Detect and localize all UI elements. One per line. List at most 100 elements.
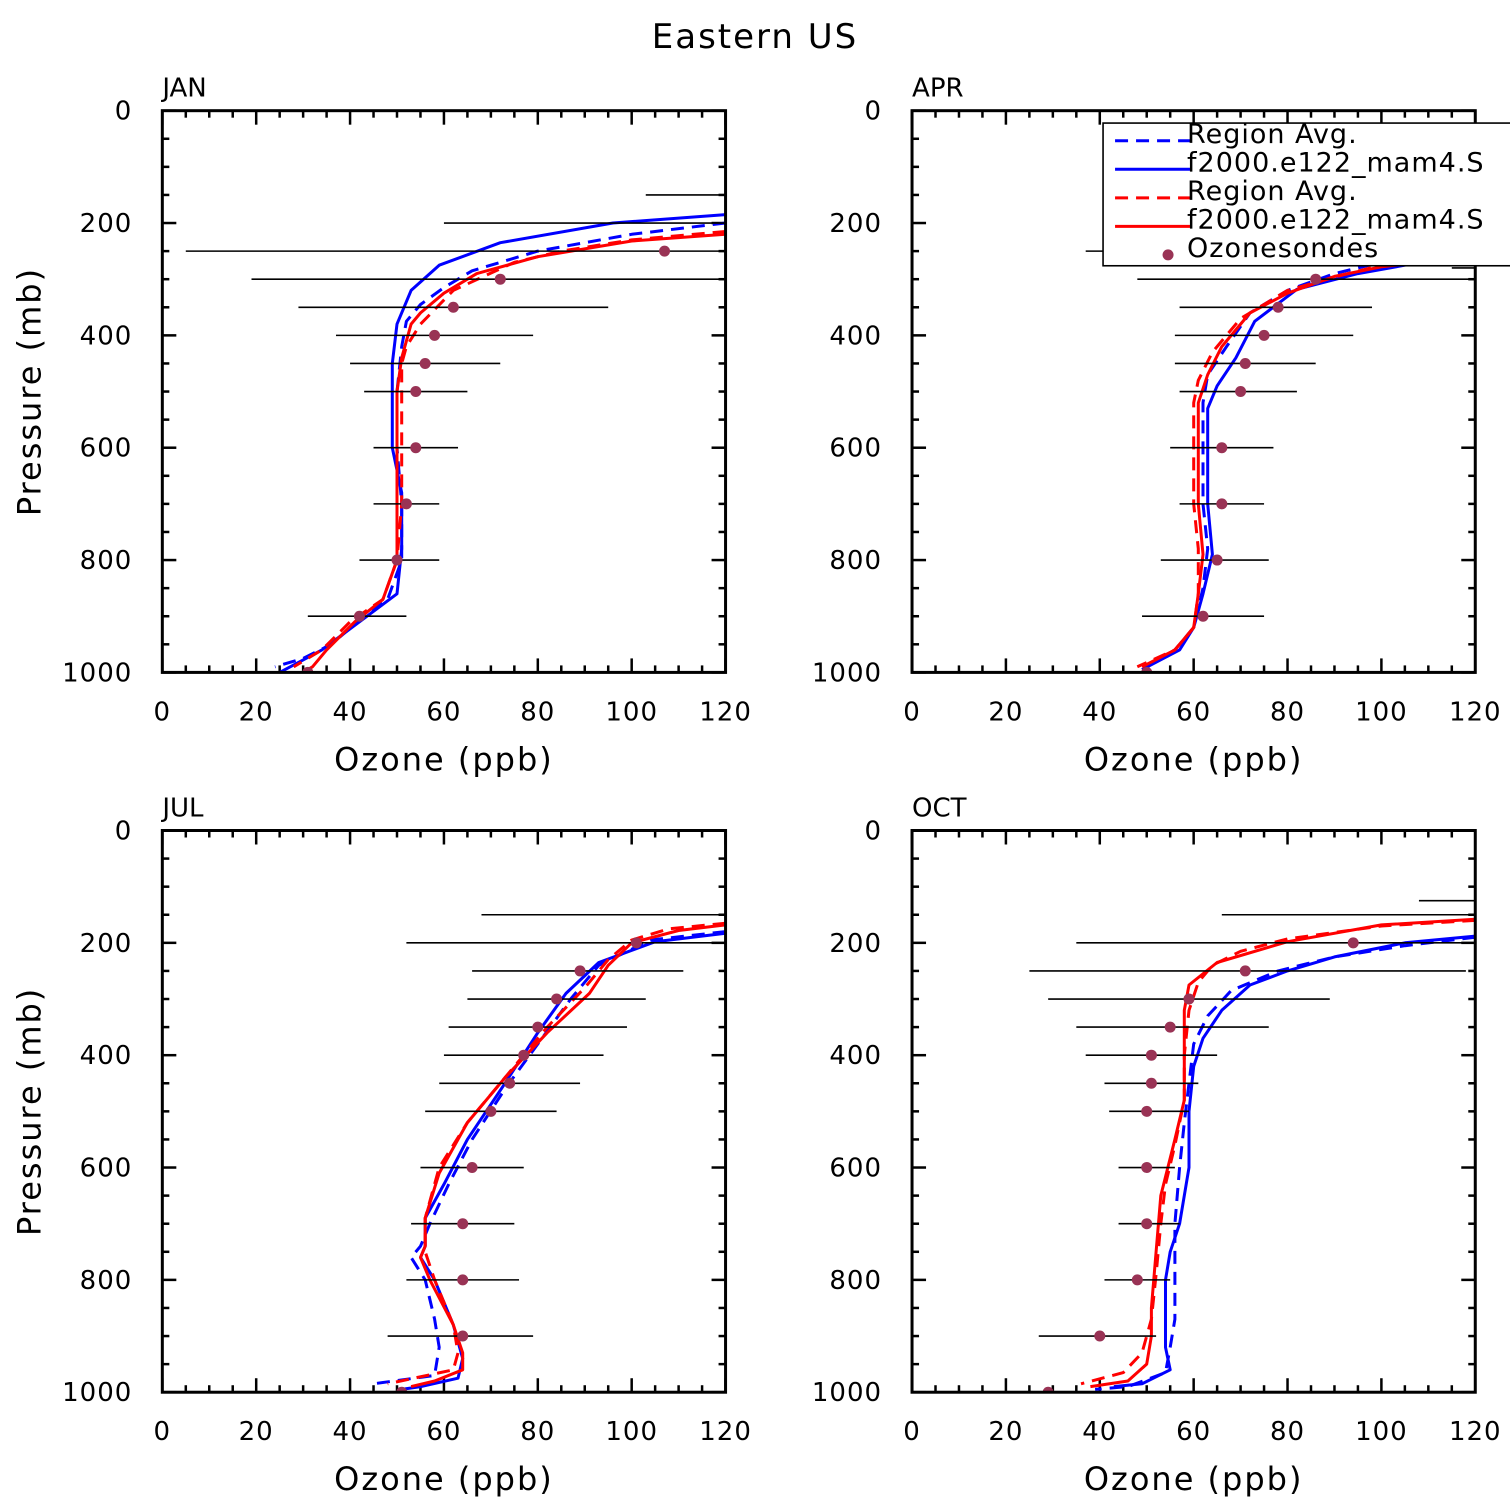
- series-line-blue-dashed: [1145, 254, 1476, 669]
- sonde-point: [532, 1021, 544, 1033]
- series-line-blue-solid: [1113, 934, 1476, 1389]
- x-tick-label: 80: [1270, 1417, 1305, 1447]
- x-tick-label: 100: [605, 697, 658, 727]
- x-tick-label: 120: [699, 697, 752, 727]
- x-tick-label: 40: [333, 697, 368, 727]
- y-tick-label: 1000: [62, 658, 132, 688]
- x-axis-title: Ozone (ppb): [334, 740, 554, 778]
- y-tick-label: 0: [864, 97, 882, 127]
- x-tick-label: 60: [426, 1417, 461, 1447]
- y-tick-label: 200: [829, 929, 882, 959]
- x-tick-label: 80: [520, 697, 555, 727]
- legend-box: [1102, 122, 1510, 267]
- series-line-blue-dashed: [373, 930, 726, 1386]
- x-tick-label: 40: [1082, 697, 1117, 727]
- sonde-point: [400, 498, 412, 510]
- plot-frame: [160, 829, 728, 1394]
- y-axis-title: Pressure (mb): [10, 267, 48, 516]
- legend-label: f2000.e122_mam4.S: [1187, 204, 1485, 235]
- data-layer: [185, 194, 726, 673]
- x-tick-label: 100: [1355, 697, 1408, 727]
- y-tick-label: 800: [80, 546, 133, 576]
- sonde-point: [391, 554, 403, 566]
- y-tick-label: 0: [115, 97, 133, 127]
- sonde-point: [457, 1274, 469, 1286]
- data-layer: [321, 913, 726, 1393]
- sonde-point: [504, 1077, 516, 1089]
- sonde-point: [1141, 1218, 1153, 1230]
- y-tick-label: 1000: [812, 658, 882, 688]
- x-tick-label: 120: [699, 1417, 752, 1447]
- sonde-point: [457, 1330, 469, 1342]
- y-tick-label: 400: [829, 321, 882, 351]
- x-tick-label: 120: [1449, 697, 1502, 727]
- series-line-red-solid: [410, 923, 726, 1389]
- series-line-blue-solid: [278, 213, 726, 673]
- legend-marker: [1162, 249, 1174, 261]
- series-line-red-solid: [1141, 255, 1476, 669]
- ozonesondes-series: [991, 899, 1476, 1393]
- sonde-point: [1141, 1105, 1153, 1117]
- x-tick-label: 20: [239, 697, 274, 727]
- x-tick-label: 60: [1176, 697, 1211, 727]
- legend-item: f2000.e122_mam4.S: [1115, 147, 1485, 178]
- sonde-point: [447, 301, 459, 313]
- y-tick-label: 1000: [812, 1378, 882, 1408]
- series-line-red-dashed: [1080, 918, 1476, 1386]
- sonde-point: [353, 610, 365, 622]
- y-tick-label: 800: [80, 1266, 133, 1296]
- sonde-point: [551, 993, 563, 1005]
- sonde-point: [419, 357, 431, 369]
- y-tick-label: 400: [80, 321, 133, 351]
- series-line-blue-dashed: [274, 221, 726, 669]
- x-tick-label: 60: [1176, 1417, 1211, 1447]
- x-tick-label: 80: [1270, 697, 1305, 727]
- sonde-point: [410, 386, 422, 398]
- y-tick-label: 800: [829, 1266, 882, 1296]
- series-line-red-solid: [302, 232, 726, 673]
- x-tick-label: 40: [1082, 1417, 1117, 1447]
- sonde-point: [1258, 329, 1270, 341]
- sonde-point: [457, 1218, 469, 1230]
- y-tick-label: 200: [80, 209, 133, 239]
- series-line-red-solid: [1090, 917, 1476, 1389]
- legend-label: f2000.e122_mam4.S: [1187, 147, 1485, 178]
- sonde-point: [410, 442, 422, 454]
- y-axis-title: Pressure (mb): [10, 987, 48, 1236]
- y-tick-label: 600: [829, 434, 882, 464]
- sonde-point: [1211, 554, 1223, 566]
- y-tick-label: 0: [864, 817, 882, 847]
- x-tick-label: 100: [605, 1417, 658, 1447]
- x-tick-label: 0: [154, 1417, 172, 1447]
- x-tick-label: 0: [154, 697, 172, 727]
- legend-item: Region Avg.: [1115, 176, 1357, 207]
- x-tick-label: 60: [426, 697, 461, 727]
- sonde-point: [1164, 1021, 1176, 1033]
- y-tick-label: 200: [80, 929, 133, 959]
- x-axis-title: Ozone (ppb): [334, 1460, 554, 1498]
- panel-title: JAN: [160, 74, 206, 104]
- sonde-point: [1310, 273, 1322, 285]
- x-tick-label: 120: [1449, 1417, 1502, 1447]
- legend-item: Ozonesondes: [1162, 233, 1378, 264]
- chart-panel-jul: JUL 0 20 40 60 80 100 120 0 200 400 600 800 1000 Ozone…: [10, 794, 752, 1499]
- sonde-point: [1239, 965, 1251, 977]
- x-tick-label: 20: [239, 1417, 274, 1447]
- y-tick-label: 400: [829, 1041, 882, 1071]
- sonde-point: [429, 329, 441, 341]
- sonde-point: [1145, 1049, 1157, 1061]
- sonde-point: [1235, 386, 1247, 398]
- y-tick-label: 600: [80, 434, 133, 464]
- x-tick-label: 80: [520, 1417, 555, 1447]
- x-axis-title: Ozone (ppb): [1084, 1460, 1304, 1498]
- panel-title: APR: [912, 74, 964, 104]
- sonde-point: [494, 273, 506, 285]
- sonde-point: [1347, 937, 1359, 949]
- sonde-point: [574, 965, 586, 977]
- series-line-blue-solid: [1141, 252, 1476, 671]
- chart-panel-jan: JAN 0 20 40 60 80 100 120 0 200 400 600 800 1000 Ozone…: [10, 74, 752, 779]
- series-line-red-dashed: [387, 921, 726, 1386]
- sonde-point: [466, 1162, 478, 1174]
- panel-title: OCT: [912, 794, 967, 824]
